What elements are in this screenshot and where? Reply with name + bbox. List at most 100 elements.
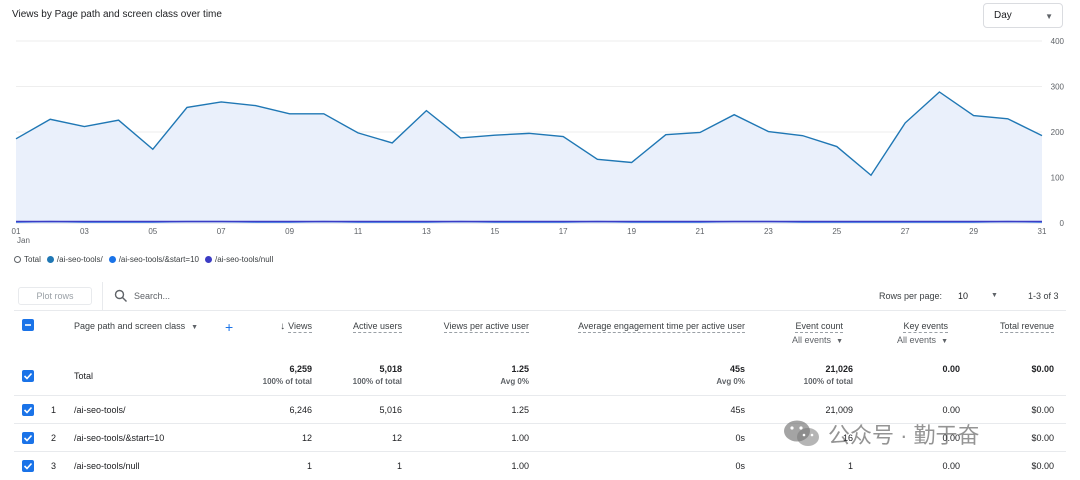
views-header[interactable]: ↓ Views [254, 321, 312, 333]
series-line-ai-seo-tools [15, 91, 1043, 177]
pagination-range: 1-3 of 3 [1028, 291, 1059, 301]
select-all-checkbox[interactable] [22, 319, 34, 331]
chevron-down-icon[interactable]: ▼ [991, 292, 998, 299]
views-over-time-chart: 0 100 200 300 400 01 03 05 07 09 11 13 15 17 19 21 23 25 2… [12, 37, 1065, 245]
table-row[interactable]: 1 /ai-seo-tools/ 6,246 5,016 1.25 45s 21… [14, 396, 1066, 424]
totals-active-users-sub: 100% of total [352, 377, 402, 386]
search-input[interactable] [134, 289, 334, 303]
totals-views-per-user-sub: Avg 0% [500, 377, 529, 386]
x-tick-label: 15 [490, 227, 499, 236]
rows-per-page-label: Rows per page: [879, 291, 943, 301]
legend-label: /ai-seo-tools/&start=10 [118, 255, 199, 264]
row-index: 3 [51, 461, 57, 471]
row-avg-engagement: 0s [735, 461, 745, 471]
row-page-path[interactable]: /ai-seo-tools/&start=10 [74, 433, 165, 443]
x-tick-label: 13 [422, 227, 431, 236]
totals-event-count-sub: 100% of total [803, 377, 853, 386]
granularity-select[interactable]: Day ▼ [983, 3, 1063, 28]
watermark-text: 公众号 · 勤于奋 [828, 423, 980, 448]
table-row[interactable]: 2 /ai-seo-tools/&start=10 12 12 1.00 0s … [14, 424, 1066, 452]
row-active-users: 5,016 [379, 405, 402, 415]
key-events-header[interactable]: Key events All events ▼ [864, 321, 948, 345]
legend-label: /ai-seo-tools/null [214, 255, 274, 264]
avg-engagement-header[interactable]: Average engagement time per active user [544, 321, 745, 333]
row-checkbox[interactable] [22, 432, 34, 444]
totals-revenue: $0.00 [1031, 364, 1054, 374]
chevron-down-icon: ▼ [1045, 12, 1053, 21]
row-revenue: $0.00 [1031, 433, 1054, 443]
row-key-events: 0.00 [942, 433, 960, 443]
legend-item-series-2[interactable]: /ai-seo-tools/&start=10 [108, 255, 199, 264]
x-tick-label: 17 [559, 227, 568, 236]
legend-series-3-marker [204, 256, 212, 263]
totals-avg-engagement-sub: Avg 0% [716, 377, 745, 386]
views-header-label: Views [288, 321, 312, 333]
search-icon [114, 289, 127, 302]
totals-event-count: 21,026 100% of total [773, 364, 853, 386]
row-key-events: 0.00 [942, 461, 960, 471]
total-revenue-header[interactable]: Total revenue [964, 321, 1054, 333]
row-views: 6,246 [289, 405, 312, 415]
check-icon [23, 434, 33, 442]
row-avg-engagement: 0s [735, 433, 745, 443]
series-area-fill [16, 91, 1042, 224]
chevron-down-icon: ▼ [836, 338, 843, 345]
chart-legend: Total /ai-seo-tools/ /ai-seo-tools/&star… [14, 255, 273, 264]
x-tick-label: 11 [354, 227, 363, 236]
dimension-header-label: Page path and screen class [74, 321, 186, 331]
views-per-user-header-label: Views per active user [443, 321, 529, 333]
key-events-filter-label: All events [897, 335, 937, 345]
totals-views: 6,259 100% of total [242, 364, 312, 386]
table-row[interactable]: 3 /ai-seo-tools/null 1 1 1.00 0s 1 0.00 … [14, 452, 1066, 480]
chart-title: Views by Page path and screen class over… [12, 9, 222, 20]
legend-item-series-1[interactable]: /ai-seo-tools/ [46, 255, 103, 264]
row-views: 12 [301, 433, 312, 443]
x-tick-label: 29 [969, 227, 978, 236]
table-header-row: Page path and screen class ▼ + ↓ Views Act… [14, 310, 1066, 355]
check-icon [23, 462, 33, 470]
dimension-header[interactable]: Page path and screen class ▼ [74, 321, 198, 331]
x-tick-label: 01 [12, 227, 21, 236]
totals-views-per-user: 1.25 Avg 0% [459, 364, 529, 386]
row-event-count: 1 [847, 461, 853, 471]
legend-label: /ai-seo-tools/ [56, 255, 103, 264]
active-users-header[interactable]: Active users [324, 321, 402, 333]
row-page-path[interactable]: /ai-seo-tools/ [74, 405, 126, 415]
legend-series-1-marker [46, 256, 54, 263]
granularity-value: Day [994, 10, 1012, 21]
totals-avg-engagement-value: 45s [729, 364, 745, 374]
x-tick-label: 07 [217, 227, 226, 236]
x-tick-label: 25 [832, 227, 841, 236]
totals-checkbox[interactable] [22, 370, 34, 382]
minus-icon [25, 324, 31, 326]
row-avg-engagement: 45s [730, 405, 745, 415]
row-page-path[interactable]: /ai-seo-tools/null [74, 461, 140, 471]
totals-row: Total 6,259 100% of total 5,018 100% of … [14, 355, 1066, 396]
row-revenue: $0.00 [1031, 405, 1054, 415]
row-views-per-user: 1.25 [511, 405, 529, 415]
legend-item-series-3[interactable]: /ai-seo-tools/null [204, 255, 274, 264]
total-revenue-header-label: Total revenue [999, 321, 1054, 333]
active-users-header-label: Active users [352, 321, 402, 333]
totals-views-per-user-value: 1.25 [511, 364, 529, 374]
legend-item-total[interactable]: Total [14, 255, 41, 264]
key-events-filter[interactable]: All events ▼ [864, 335, 948, 345]
views-per-user-header[interactable]: Views per active user [414, 321, 529, 333]
rows-per-page-select[interactable]: 10 [958, 291, 969, 301]
legend-total-marker [14, 256, 21, 263]
event-count-filter-label: All events [792, 335, 832, 345]
y-tick-label: 400 [1051, 37, 1065, 46]
event-count-filter[interactable]: All events ▼ [759, 335, 843, 345]
row-checkbox[interactable] [22, 460, 34, 472]
row-event-count: 16 [842, 433, 853, 443]
add-column-icon[interactable]: + [225, 319, 234, 335]
x-tick-label: 21 [696, 227, 705, 236]
row-checkbox[interactable] [22, 404, 34, 416]
plot-rows-button[interactable]: Plot rows [18, 287, 92, 305]
x-tick-label: 23 [764, 227, 773, 236]
totals-label: Total [74, 371, 94, 381]
totals-views-sub: 100% of total [262, 377, 312, 386]
chevron-down-icon[interactable]: ▼ [191, 324, 199, 331]
x-tick-label: 31 [1038, 227, 1047, 236]
event-count-header[interactable]: Event count All events ▼ [759, 321, 843, 345]
